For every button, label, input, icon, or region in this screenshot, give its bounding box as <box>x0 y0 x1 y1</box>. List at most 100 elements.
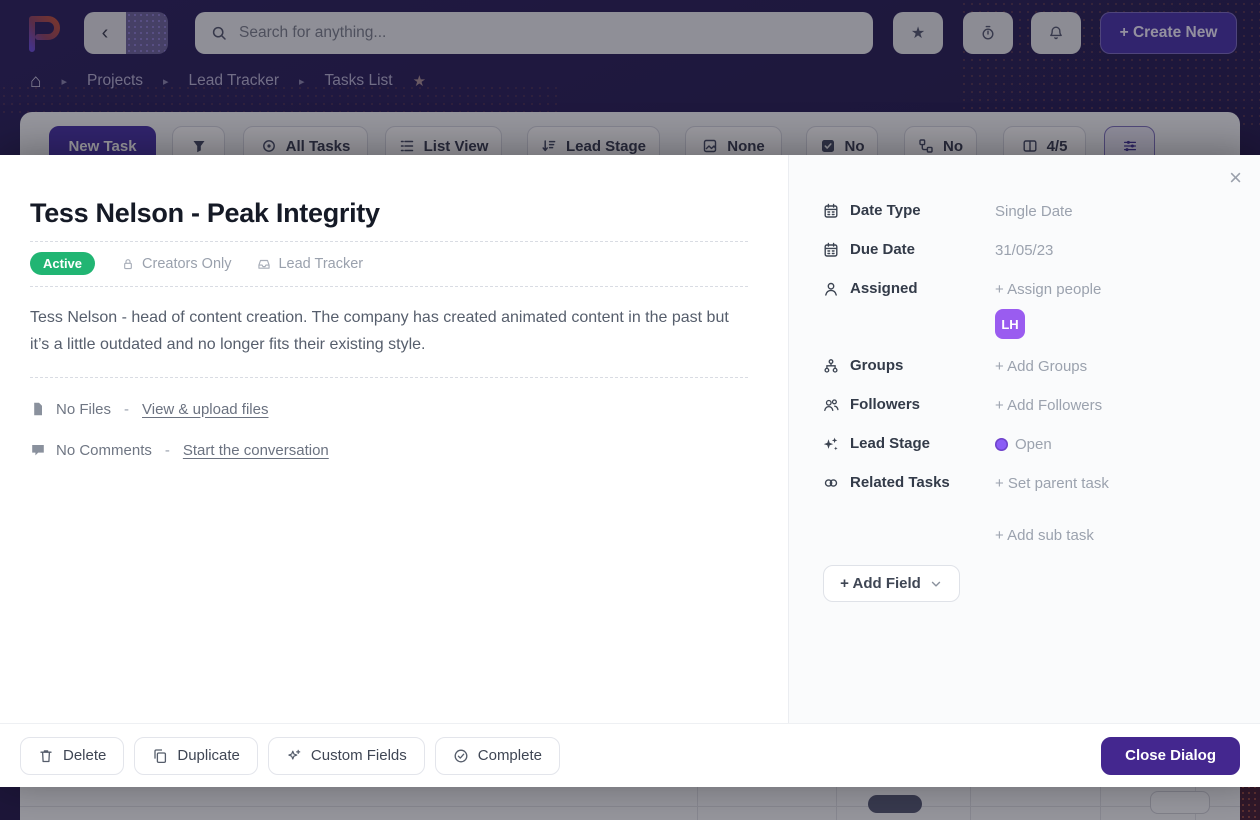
add-groups-action[interactable]: + Add Groups <box>995 358 1088 375</box>
calendar-icon <box>823 242 839 258</box>
field-label: Assigned <box>850 280 918 297</box>
complete-label: Complete <box>477 747 542 764</box>
board-link[interactable]: Lead Tracker <box>257 256 363 272</box>
favorites-button[interactable]: ★ <box>893 12 943 54</box>
stage-dot <box>995 438 1008 451</box>
chevron-down-icon <box>929 577 943 591</box>
date-type-label: Date Type <box>823 199 995 219</box>
all-tasks-label: All Tasks <box>285 137 351 155</box>
home-icon[interactable]: ⌂ <box>30 70 42 92</box>
timer-button[interactable] <box>963 12 1013 54</box>
stage-name: Open <box>1015 436 1052 453</box>
add-followers-action[interactable]: + Add Followers <box>995 397 1103 414</box>
comments-count: No Comments <box>56 441 152 459</box>
delete-button[interactable]: Delete <box>20 736 125 775</box>
complete-button[interactable]: Complete <box>434 736 560 775</box>
search-bar <box>195 12 873 54</box>
task-dialog-footer: Delete Duplicate Custom Fields Complete … <box>0 723 1260 787</box>
chevron-right-icon: ▸ <box>299 75 305 88</box>
calendar-icon <box>823 203 839 219</box>
breadcrumb-projects[interactable]: Projects <box>87 72 144 89</box>
lead-stage-field: Lead Stage Open <box>823 432 1260 458</box>
due-date-field: Due Date 31/05/23 <box>823 238 1260 264</box>
groups-label: Groups <box>823 354 995 374</box>
back-button[interactable]: ‹ <box>84 12 126 54</box>
field-label: Related Tasks <box>850 474 950 491</box>
view-upload-files-link[interactable]: View & upload files <box>142 400 269 418</box>
favorite-star-icon[interactable]: ★ <box>412 73 427 90</box>
related-tasks-label: Related Tasks <box>823 471 995 491</box>
close-dialog-label: Close Dialog <box>1125 747 1216 764</box>
field-label: Lead Stage <box>850 435 931 452</box>
assigned-values: + Assign people LH <box>995 277 1101 345</box>
date-type-field: Date Type Single Date <box>823 199 1260 225</box>
duplicate-label: Duplicate <box>177 747 240 764</box>
show-subtasks-label: No <box>943 137 963 155</box>
row-status-badge <box>868 795 922 813</box>
files-row: No Files - View & upload files <box>30 399 748 419</box>
star-plus-icon <box>286 748 302 764</box>
task-main-pane: Tess Nelson - Peak Integrity Active Crea… <box>0 155 789 723</box>
lead-stage-value[interactable]: Open <box>995 432 1052 453</box>
custom-fields-button[interactable]: Custom Fields <box>267 736 425 775</box>
search-input[interactable] <box>239 24 857 42</box>
row-action-button <box>1150 791 1210 814</box>
task-dialog: Tess Nelson - Peak Integrity Active Crea… <box>0 155 1260 787</box>
assign-people-action[interactable]: + Assign people <box>995 281 1102 298</box>
divider <box>30 286 748 287</box>
field-label: Groups <box>850 357 904 374</box>
start-conversation-link[interactable]: Start the conversation <box>182 441 329 459</box>
star-icon: ★ <box>910 25 926 42</box>
comments-row: No Comments - Start the conversation <box>30 440 748 460</box>
group-by-label: None <box>727 137 765 155</box>
close-dialog-button[interactable]: Close Dialog <box>1101 736 1240 775</box>
field-label: Date Type <box>850 202 921 219</box>
sparkles-icon <box>823 436 839 452</box>
table-row-divider <box>20 806 1240 807</box>
new-task-label: New Task <box>68 137 137 155</box>
create-new-button[interactable]: + Create New <box>1100 12 1237 54</box>
table-column-divider <box>1195 755 1196 820</box>
lead-stage-label: Lead Stage <box>823 432 995 452</box>
tray-icon <box>257 257 271 271</box>
status-badge[interactable]: Active <box>30 252 96 275</box>
list-view-label: List View <box>423 137 489 155</box>
table-column-divider <box>970 755 971 820</box>
due-date-value[interactable]: 31/05/23 <box>995 242 1054 259</box>
breadcrumb-tasks-list[interactable]: Tasks List <box>324 72 393 89</box>
task-meta-row: Active Creators Only Lead Tracker <box>30 242 748 286</box>
task-description[interactable]: Tess Nelson - head of content creation. … <box>30 309 729 353</box>
table-column-divider <box>697 755 698 820</box>
assigned-label: Assigned <box>823 277 995 297</box>
show-completed-label: No <box>844 137 865 155</box>
breadcrumb-lead-tracker[interactable]: Lead Tracker <box>188 72 280 89</box>
app-logo[interactable] <box>20 9 64 57</box>
app-header: ‹ ★ + Create New <box>0 0 1260 66</box>
task-title[interactable]: Tess Nelson - Peak Integrity <box>30 198 380 228</box>
divider <box>30 241 748 242</box>
notifications-button[interactable] <box>1031 12 1081 54</box>
task-dialog-body: Tess Nelson - Peak Integrity Active Crea… <box>0 155 1260 723</box>
set-parent-task-action[interactable]: + Set parent task <box>995 475 1109 492</box>
files-count: No Files <box>56 400 112 418</box>
lock-icon <box>121 257 135 271</box>
chevron-left-icon: ‹ <box>101 21 109 44</box>
avatar[interactable]: LH <box>995 309 1025 339</box>
link-icon <box>823 475 839 491</box>
visibility-setting[interactable]: Creators Only <box>121 256 231 272</box>
board-label: Lead Tracker <box>278 255 364 272</box>
followers-field: Followers + Add Followers <box>823 393 1260 419</box>
custom-fields-label: Custom Fields <box>310 747 407 764</box>
trash-icon <box>38 748 54 764</box>
duplicate-button[interactable]: Duplicate <box>134 736 258 775</box>
close-icon[interactable]: × <box>1229 165 1242 190</box>
followers-label: Followers <box>823 393 995 413</box>
chevron-right-icon: ▸ <box>61 75 68 88</box>
users-icon <box>823 397 839 413</box>
chevron-right-icon: ▸ <box>163 75 169 88</box>
date-type-value[interactable]: Single Date <box>995 203 1073 220</box>
add-sub-task-action[interactable]: + Add sub task <box>995 527 1094 544</box>
due-date-label: Due Date <box>823 238 995 258</box>
forward-button[interactable] <box>126 12 168 54</box>
add-field-button[interactable]: + Add Field <box>823 565 960 602</box>
